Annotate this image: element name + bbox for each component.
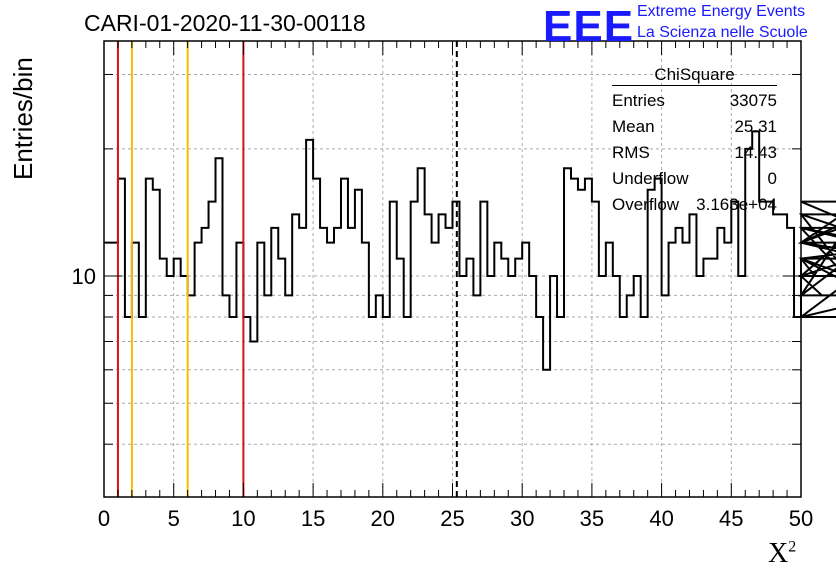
stats-row-rms: RMS 14.43 [612,143,777,162]
histogram-series [104,130,836,371]
x-tick-label: 25 [440,506,464,531]
logo-line-2: La Scienza nelle Scuole [637,24,808,41]
x-tick-label: 45 [719,506,743,531]
stats-row-overflow: Overflow 3.163e+04 [612,195,777,214]
run-title: CARI-01-2020-11-30-00118 [84,10,366,36]
x-tick-label: 50 [789,506,813,531]
x-tick-label: 35 [580,506,604,531]
x-tick-label: 5 [168,506,180,531]
stats-row-underflow: Underflow 0 [612,169,777,188]
x-tick-label: 15 [301,506,325,531]
stats-box: ChiSquare Entries 33075 Mean 25.31 RMS 14.4… [612,65,777,218]
x-tick-label: 30 [510,506,534,531]
x-tick-label: 40 [649,506,673,531]
y-tick-label: 10 [72,264,96,289]
stats-row-mean: Mean 25.31 [612,117,777,136]
x-axis-label: X2 [768,538,797,569]
x-tick-label: 20 [371,506,395,531]
stats-title: ChiSquare [612,65,777,86]
x-tick-label: 0 [98,506,110,531]
logo-line-1: Extreme Energy Events [637,3,806,20]
y-axis-label: Entries/bin [8,57,38,180]
stats-row-entries: Entries 33075 [612,91,777,110]
eee-logo: EEE [543,2,635,51]
x-tick-label: 10 [231,506,255,531]
